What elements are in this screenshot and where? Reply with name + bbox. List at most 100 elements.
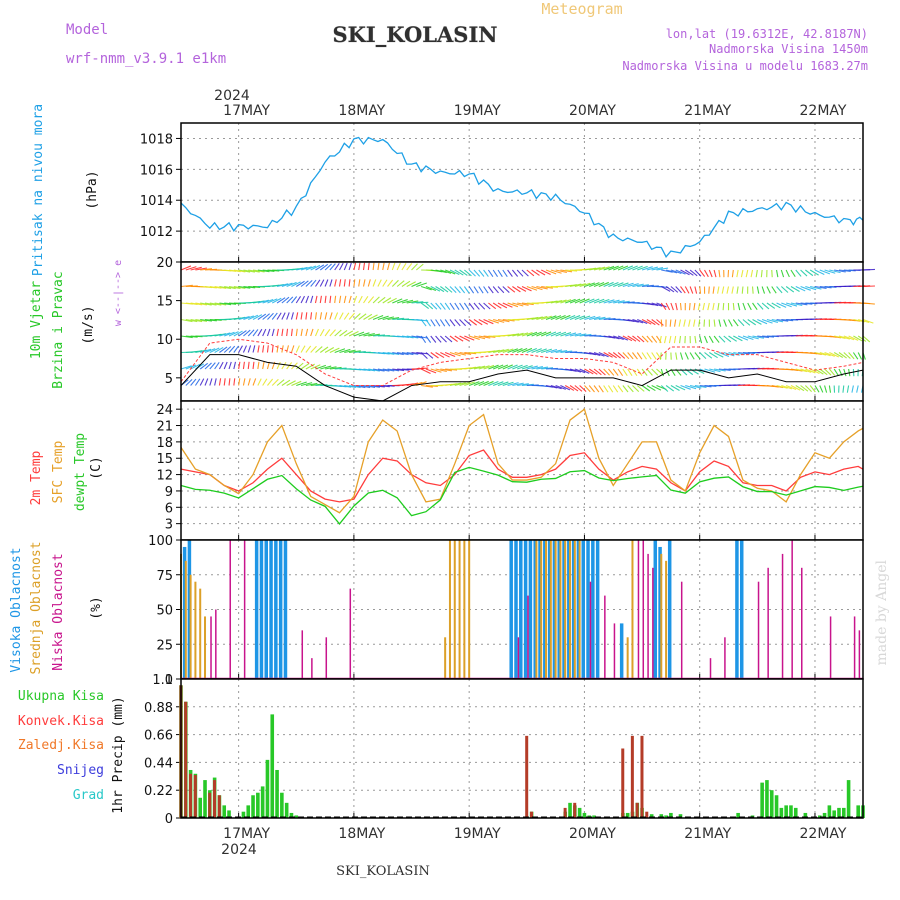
wind-arrow [358,279,361,287]
y-tick-label: 5 [165,372,173,387]
wind-arrow [598,368,606,376]
wind-arrow [286,281,297,288]
wind-arrow [252,378,257,386]
low-cloud-bar [791,540,793,679]
wind-arrow [617,265,629,271]
y-tick-label: 15 [156,452,173,467]
wind-arrow [262,361,265,370]
wind-arrow [440,269,452,274]
wind-arrow [555,314,566,321]
wind-arrow [243,329,251,337]
wind-arrow [425,319,432,327]
wind-arrow [694,335,697,344]
wind-arrow [295,312,299,320]
wind-arrow [185,364,197,370]
wind-arrow [305,328,309,337]
total-precip-bar [817,815,822,818]
wind-arrow [367,296,375,304]
wind-arrow [305,312,308,320]
wind-arrow [521,286,532,292]
wind-arrow [814,351,827,356]
wind-arrow [819,351,831,357]
wind-arrow [736,269,739,278]
temp-dewpoint-line [180,466,864,525]
wind-arrow [314,295,318,304]
wind-arrow [771,286,777,294]
wind-arrow [463,302,470,310]
wind-arrow [392,317,405,321]
conv-precip-bar [208,792,212,818]
high-cloud-bar [552,540,557,679]
high-cloud-bar [523,540,528,679]
wind-arrow [305,265,317,271]
wind-arrow [786,302,798,307]
wind-arrow [646,302,659,307]
wind-arrow [267,312,274,320]
wind-arrow [190,266,202,271]
wind-arrow [564,385,575,391]
wind-arrow [440,352,450,358]
wind-arrow [200,302,212,306]
wind-arrow [343,262,348,271]
model-elevation-text: Nadmorska Visina u modelu 1683.27m [622,59,868,73]
conv-precip-bar [189,773,193,818]
low-cloud-bar [210,616,212,679]
wind-arrow [785,286,795,293]
high-cloud-bar [595,540,600,679]
high-cloud-bar [509,540,513,679]
wind-arrow [560,299,572,304]
wind-arrow [728,319,733,327]
wind-arrow [224,331,235,337]
total-precip-bar [260,786,265,818]
wind-arrow [848,352,855,360]
wind-arrow [622,368,628,377]
wind-arrow [598,351,609,358]
wind-arrow [814,285,827,289]
wind-arrow [314,312,317,320]
wind-arrow [310,345,317,353]
wind-arrow [363,332,375,337]
wind-arrow [536,366,549,370]
total-precip-bar [678,814,683,818]
wind-arrow [829,352,840,358]
wind-arrow [742,302,746,311]
low-cloud-bar [517,637,520,679]
wind-arrow [266,345,269,353]
wind-arrow [488,381,499,387]
y-tick-label: 1018 [140,132,173,147]
total-precip-bar [251,795,255,818]
wind-arrow [536,315,548,321]
wind-arrow [243,315,254,321]
wind-arrow [329,347,340,353]
wind-arrow [828,385,832,393]
wind-arrow [665,302,671,311]
precip-legend: Ukupna Kisa Konvek.Kisa Zaledj.Kisa Snij… [18,689,126,814]
wind-arrow [804,385,813,393]
total-precip-bar [803,812,808,818]
wind-arrow [824,351,835,357]
wind-arrow [713,269,717,278]
wind-arrow [516,347,528,354]
wind-arrow [834,269,846,273]
wind-arrow [497,269,503,278]
wind-arrow [497,302,508,309]
wind-arrow [712,286,715,294]
wind-arrow [449,382,462,387]
wind-arrow [636,368,643,376]
wind-arrow [747,302,752,311]
wind-arrow [478,380,489,387]
wind-arrow [228,269,241,273]
wind-arrow [603,281,614,288]
wind-arrow [790,286,800,292]
wind-arrow [741,286,744,294]
wind-arrow [478,319,489,325]
wind-arrow [362,279,366,287]
high-cloud-bar [653,540,658,679]
high-cloud-bar [735,540,739,679]
wind-arrow [713,335,720,343]
y-tick-label: 0 [165,812,173,827]
wind-arrow [560,269,573,273]
wind-arrow [368,384,381,388]
wind-arrow [238,269,251,273]
wind-arrow [565,298,576,304]
